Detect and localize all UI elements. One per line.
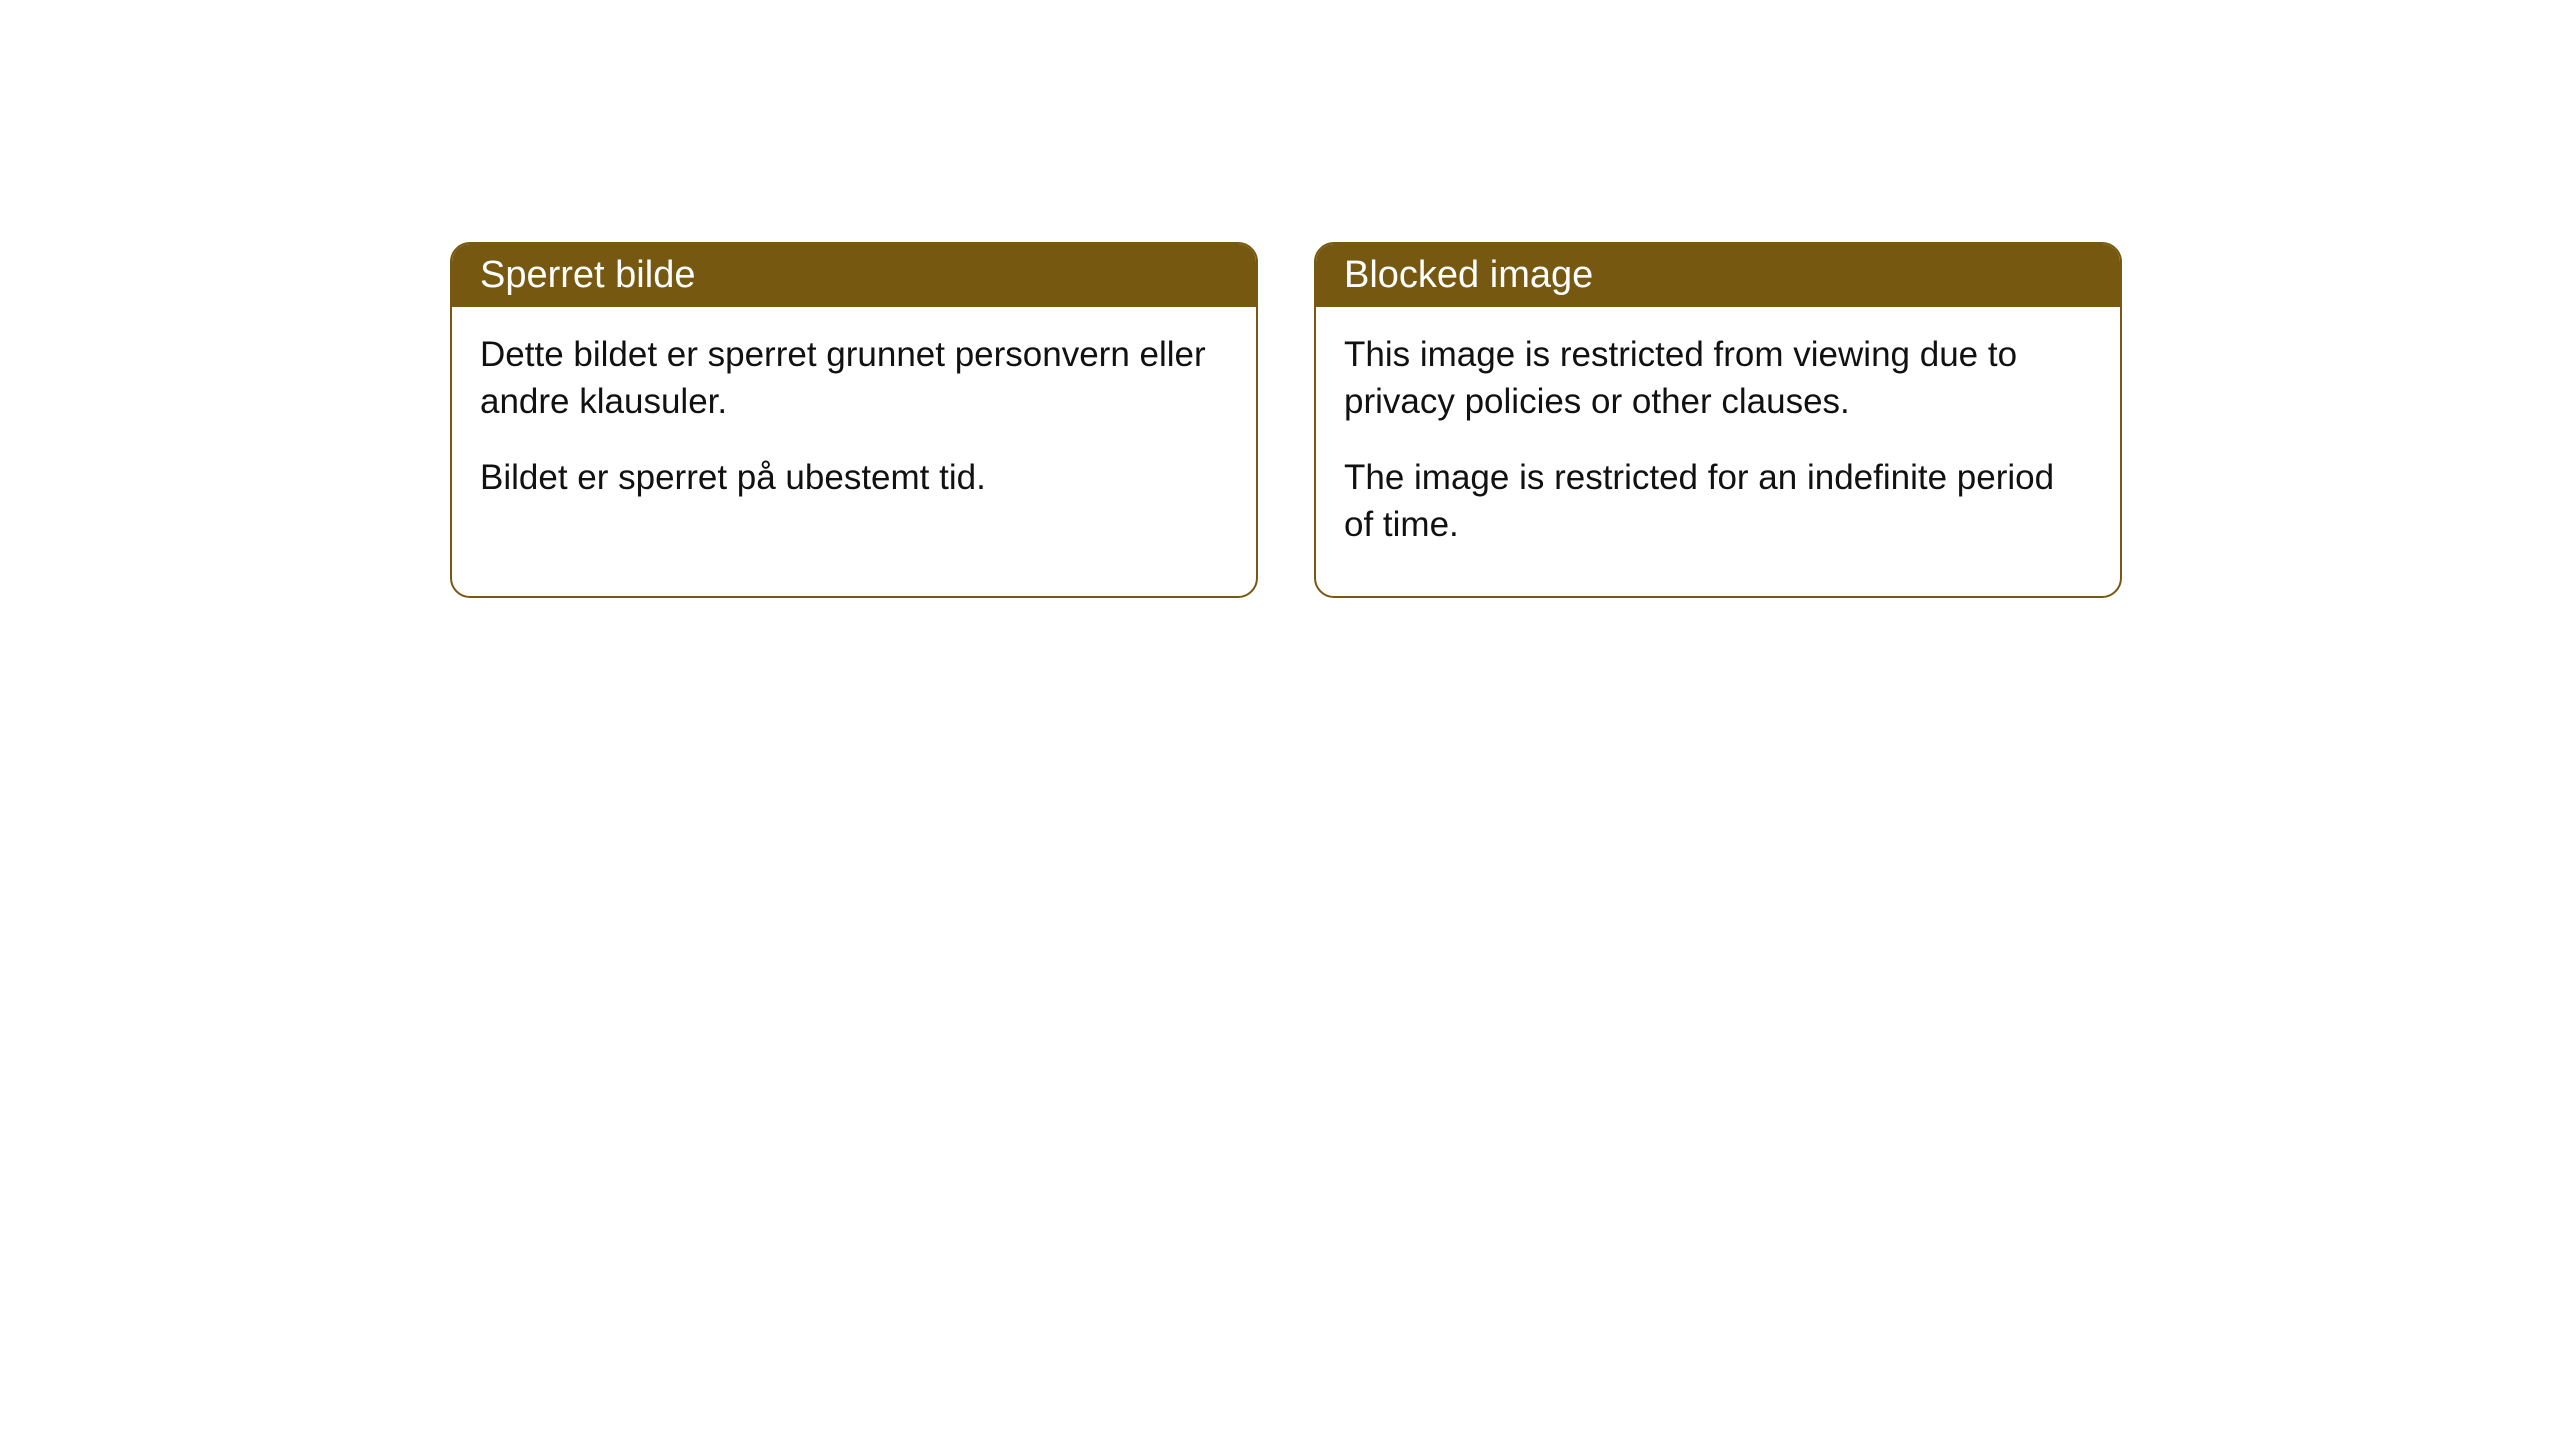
card-text-no-1: Dette bildet er sperret grunnet personve…: [480, 331, 1228, 426]
cards-container: Sperret bilde Dette bildet er sperret gr…: [450, 242, 2122, 598]
card-text-en-2: The image is restricted for an indefinit…: [1344, 454, 2092, 549]
card-header-en: Blocked image: [1316, 244, 2120, 307]
card-text-en-1: This image is restricted from viewing du…: [1344, 331, 2092, 426]
card-text-no-2: Bildet er sperret på ubestemt tid.: [480, 454, 1228, 501]
card-header-no: Sperret bilde: [452, 244, 1256, 307]
card-body-en: This image is restricted from viewing du…: [1316, 307, 2120, 596]
card-body-no: Dette bildet er sperret grunnet personve…: [452, 307, 1256, 549]
blocked-image-card-no: Sperret bilde Dette bildet er sperret gr…: [450, 242, 1258, 598]
blocked-image-card-en: Blocked image This image is restricted f…: [1314, 242, 2122, 598]
